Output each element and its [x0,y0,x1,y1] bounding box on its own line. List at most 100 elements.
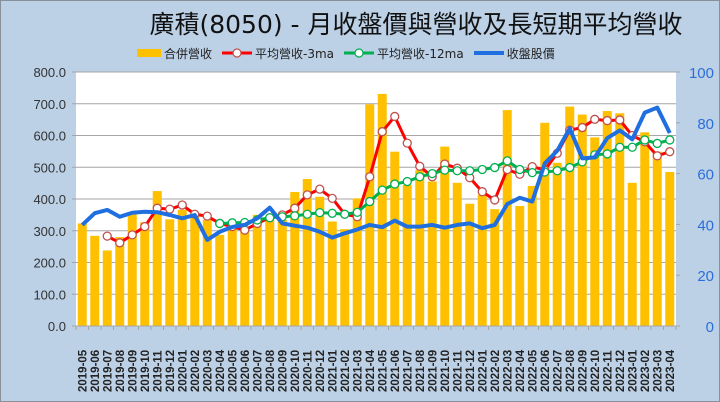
x-tick-label: 2022-04 [515,349,527,392]
x-tick-label: 2020-11 [302,350,314,392]
data-point-marker [265,213,275,223]
revenue-bar [577,114,587,326]
y-left-tick-label: 0.0 [48,319,66,334]
legend-label: 合併營收 [164,46,213,61]
x-tick-label: 2019-09 [127,350,139,392]
moving-average-line [106,114,671,245]
data-point-marker [652,138,662,149]
x-tick-label: 2020-06 [240,350,252,392]
revenue-bar [402,185,412,326]
x-tick-label: 2020-03 [202,350,214,392]
data-point-marker [477,187,487,197]
revenue-bar [90,235,100,326]
line-marker-swatch-icon [222,48,253,58]
revenue-bar [265,219,275,326]
revenue-bar [602,111,612,327]
legend-item-3ma: 平均營收-3ma [222,45,334,62]
y-left-tick-label: 700.0 [33,97,66,112]
y-right-tick-label: 60 [697,167,714,184]
x-tick-label: 2021-01 [327,349,339,392]
revenue-bar [252,214,262,326]
revenue-bar [327,221,337,326]
revenue-bar [515,205,525,326]
revenue-bar [190,216,200,326]
legend-label: 平均營收-3ma [255,46,335,61]
x-tick-label: 2021-12 [465,350,477,392]
x-tick-label: 2020-04 [215,349,227,392]
y-right-tick-label: 0 [706,319,714,336]
data-point-marker [365,172,375,182]
x-tick-label: 2022-10 [590,350,602,392]
data-point-marker [377,127,387,137]
x-tick-label: 2020-02 [190,350,202,392]
data-point-marker [615,115,625,125]
y-left-tick-label: 300.0 [33,224,66,239]
x-tick-label: 2022-11 [602,350,614,392]
data-point-marker [402,176,412,187]
data-point-marker [465,166,475,176]
revenue-bar [477,194,487,326]
revenue-bar [115,237,125,326]
revenue-bar [440,146,450,326]
data-point-marker [340,209,350,219]
x-tick-label: 2022-05 [527,349,539,392]
data-point-marker [302,209,312,219]
revenue-bar [340,229,350,326]
y-left-tick-label: 500.0 [33,160,66,175]
y-left-tick-label: 200.0 [33,256,66,271]
revenue-bar [565,106,575,326]
data-point-marker [640,135,650,145]
x-tick-label: 2019-05 [77,349,89,392]
x-tick-label: 2022-08 [565,349,577,392]
data-point-marker [440,165,450,175]
y-right-tick-label: 20 [697,268,714,285]
legend-label: 收盤股價 [506,46,555,61]
x-tick-label: 2021-04 [365,349,377,392]
revenue-bar [240,230,250,326]
legend-label: 平均營收-12ma [377,46,464,61]
x-tick-label: 2020-08 [265,349,277,392]
revenue-bar [352,198,362,326]
data-point-marker [415,172,425,182]
data-point-marker [590,114,600,124]
x-tick-label: 2021-05 [377,349,389,392]
data-point-marker [602,149,612,159]
data-point-marker [502,164,512,175]
revenue-bar [315,196,325,326]
x-tick-label: 2020-12 [315,350,327,392]
revenue-bar [590,137,600,326]
y-left-tick-label: 600.0 [33,129,66,144]
revenue-bar [490,209,500,326]
x-tick-label: 2020-09 [277,350,289,392]
x-tick-label: 2019-06 [90,350,102,392]
data-point-marker [215,218,225,229]
data-point-marker [327,208,337,218]
data-point-marker [615,142,625,152]
data-point-marker [402,138,412,148]
chart-title: 廣積(8050) - 月收盤價與營收及長短期平均營收 [149,10,683,39]
revenue-bar [152,191,162,326]
x-tick-label: 2019-11 [152,350,164,392]
data-point-marker [415,161,425,171]
x-tick-label: 2021-07 [402,350,414,392]
legend-item-12ma: 平均營收-12ma [344,45,464,62]
x-tick-label: 2019-12 [165,350,177,392]
data-point-marker [527,167,537,178]
revenue-bar [377,93,387,326]
data-point-marker [627,142,637,152]
revenue-bar [452,182,462,326]
data-point-marker [665,147,675,157]
data-point-marker [140,221,150,232]
data-point-marker [652,151,662,161]
x-tick-label: 2022-06 [540,350,552,392]
revenue-bar [127,214,137,326]
x-tick-label: 2020-07 [252,350,264,392]
legend-item-revenue: 合併營收 [137,45,212,62]
x-tick-label: 2022-03 [502,350,514,392]
data-point-marker [290,203,300,213]
revenue-bar [290,192,300,326]
y-left-tick-label: 100.0 [33,287,66,302]
y-left-tick-label: 800.0 [33,65,66,80]
data-point-marker [390,179,400,189]
